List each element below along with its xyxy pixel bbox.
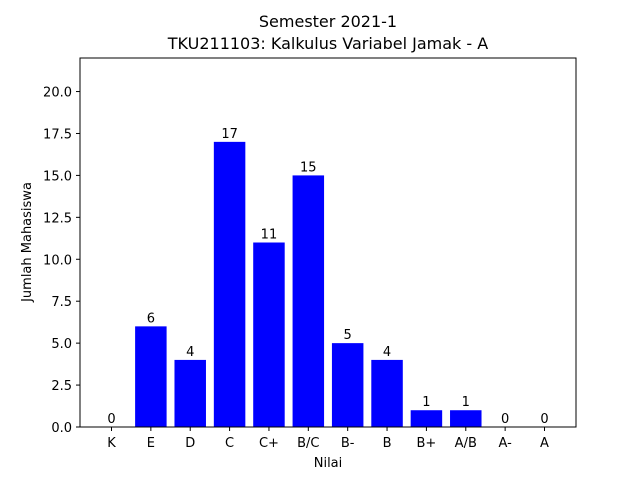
bar-value-label-B: 4 <box>383 345 391 360</box>
x-tick-label-B/C: B/C <box>297 436 319 451</box>
bar-value-label-A: 0 <box>540 412 548 427</box>
y-tick-label-10.0: 10.0 <box>43 253 72 268</box>
y-tick-label-5.0: 5.0 <box>51 337 72 352</box>
chart-title-line1: Semester 2021-1 <box>259 12 397 31</box>
bar-value-label-K: 0 <box>107 412 115 427</box>
bar-value-label-E: 6 <box>147 311 155 326</box>
y-tick-label-17.5: 17.5 <box>43 127 72 142</box>
x-axis-label: Nilai <box>314 456 343 471</box>
bar-B <box>371 359 403 427</box>
x-tick-label-B+: B+ <box>417 436 437 451</box>
bars-group <box>135 141 482 427</box>
bar-B/C <box>292 175 325 427</box>
y-tick-label-20.0: 20.0 <box>43 86 72 101</box>
chart-title-line2: TKU211103: Kalkulus Variabel Jamak - A <box>167 34 488 53</box>
x-tick-label-A: A <box>540 436 549 451</box>
bar-value-label-D: 4 <box>186 345 194 360</box>
x-tick-label-C: C <box>225 436 234 451</box>
y-tick-label-15.0: 15.0 <box>43 169 72 184</box>
bar-C <box>213 141 246 427</box>
bar-value-label-A-: 0 <box>501 412 509 427</box>
bar-A/B <box>450 410 482 427</box>
x-tick-label-B-: B- <box>341 436 355 451</box>
bar-C+ <box>253 242 285 427</box>
x-tick-label-C+: C+ <box>259 436 279 451</box>
bar-E <box>135 326 167 427</box>
bar-value-label-C+: 11 <box>261 228 278 243</box>
bar-value-label-B/C: 15 <box>300 160 317 175</box>
x-tick-label-A/B: A/B <box>455 436 477 451</box>
y-tick-label-0.0: 0.0 <box>51 421 72 436</box>
y-tick-label-2.5: 2.5 <box>51 379 72 394</box>
bar-B- <box>331 343 364 427</box>
y-axis-ticks: 0.0 2.5 5.0 7.5 10.0 12.5 15.0 17.5 20.0 <box>43 86 80 436</box>
bar-D <box>174 359 206 427</box>
plot-area-frame <box>79 57 577 428</box>
bar-B+ <box>410 410 443 427</box>
x-tick-label-E: E <box>147 436 155 451</box>
bar-value-label-B+: 1 <box>422 395 430 410</box>
x-tick-label-A-: A- <box>498 436 512 451</box>
x-tick-label-D: D <box>185 436 195 451</box>
y-tick-label-7.5: 7.5 <box>51 295 72 310</box>
x-tick-label-B: B <box>383 436 392 451</box>
x-tick-label-K: K <box>107 436 116 451</box>
y-tick-label-12.5: 12.5 <box>43 211 72 226</box>
bar-value-label-C: 17 <box>221 127 238 142</box>
bar-value-label-B-: 5 <box>344 328 352 343</box>
x-axis-ticks: K E D C C+ B/C B- B B+ A/B A- A <box>107 427 549 451</box>
y-axis-label: Jumlah Mahasiswa <box>20 182 35 303</box>
bar-value-label-A/B: 1 <box>462 395 470 410</box>
